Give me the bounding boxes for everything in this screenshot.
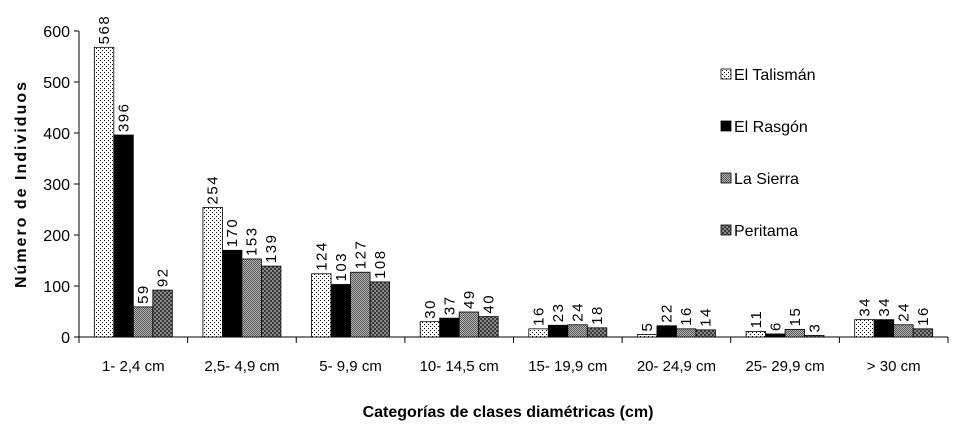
bar xyxy=(656,325,677,338)
data-label: 16 xyxy=(531,306,548,326)
legend: El Talismán El Rasgón La Sierra Peritama xyxy=(720,67,816,240)
data-label: 254 xyxy=(205,175,222,205)
bar xyxy=(311,273,332,338)
y-tick-label: 600 xyxy=(43,24,70,41)
data-label: 23 xyxy=(550,303,567,323)
y-tick-label: 300 xyxy=(43,177,70,194)
legend-swatch xyxy=(720,120,732,132)
data-label: 24 xyxy=(895,302,912,322)
bar xyxy=(330,284,351,338)
x-tick-label: 1- 2,4 cm xyxy=(102,358,165,375)
y-tick-label: 0 xyxy=(61,330,70,347)
data-label: 34 xyxy=(876,297,893,317)
legend-swatch xyxy=(720,172,732,184)
bar xyxy=(478,316,499,338)
bar xyxy=(528,328,549,338)
x-axis-title: Categorías de clases diamétricas (cm) xyxy=(363,404,654,421)
bar xyxy=(873,319,895,338)
bar xyxy=(893,324,914,338)
bar xyxy=(676,328,697,338)
bar xyxy=(152,289,173,338)
legend-swatch xyxy=(720,68,732,80)
legend-swatch xyxy=(720,224,732,236)
bars xyxy=(93,46,934,338)
bar xyxy=(113,134,134,338)
y-ticks: 0 100 200 300 400 500 600 xyxy=(43,24,79,347)
y-tick-label: 400 xyxy=(43,126,70,143)
data-label: 11 xyxy=(748,310,765,329)
x-tick-label: > 30 cm xyxy=(867,358,921,375)
data-label: 49 xyxy=(461,289,478,309)
x-ticks: 1- 2,4 cm 2,5- 4,9 cm 5- 9,9 cm 10- 14,5 cm… xyxy=(78,337,949,375)
y-axis-title: Número de Individuos xyxy=(13,80,30,288)
data-label: 40 xyxy=(480,294,497,314)
bar xyxy=(567,324,588,338)
bar xyxy=(804,335,825,338)
bar xyxy=(439,317,460,338)
data-label: 16 xyxy=(678,306,695,326)
data-label: 153 xyxy=(244,226,261,256)
y-tick-label: 100 xyxy=(43,279,70,296)
bar xyxy=(912,328,934,338)
x-tick-label: 20- 24,9 cm xyxy=(637,358,716,375)
x-tick-label: 25- 29,9 cm xyxy=(745,358,824,375)
bar xyxy=(419,321,441,338)
bar xyxy=(369,281,390,338)
bar xyxy=(93,46,115,338)
data-label: 37 xyxy=(441,295,458,315)
data-label: 5 xyxy=(639,322,656,332)
x-tick-label: 15- 19,9 cm xyxy=(528,358,607,375)
bar xyxy=(132,306,154,338)
data-label: 22 xyxy=(659,303,676,323)
x-tick-label: 5- 9,9 cm xyxy=(319,358,382,375)
x-tick-label: 2,5- 4,9 cm xyxy=(204,358,279,375)
bar xyxy=(637,334,658,338)
legend-label: La Sierra xyxy=(734,171,799,188)
data-label: 18 xyxy=(589,305,606,325)
bar xyxy=(261,265,282,338)
data-label: 34 xyxy=(856,297,873,317)
y-tick-label: 500 xyxy=(43,75,70,92)
data-label: 30 xyxy=(422,299,439,319)
data-label: 6 xyxy=(767,321,784,331)
data-label: 124 xyxy=(313,241,330,271)
data-label: 59 xyxy=(135,284,152,304)
bar xyxy=(350,271,371,338)
y-tick-label: 200 xyxy=(43,228,70,245)
legend-label: El Rasgón xyxy=(734,119,808,136)
data-label: 3 xyxy=(806,323,823,333)
data-label: 14 xyxy=(698,307,715,327)
bar xyxy=(547,324,569,338)
bar xyxy=(784,328,805,338)
bar xyxy=(854,319,875,338)
data-label: 92 xyxy=(155,267,172,287)
x-tick-label: 10- 14,5 cm xyxy=(420,358,499,375)
bar xyxy=(222,249,243,338)
data-label: 15 xyxy=(787,307,804,327)
bar xyxy=(695,329,716,338)
bar xyxy=(765,333,786,338)
data-label: 24 xyxy=(570,302,587,322)
legend-label: El Talismán xyxy=(734,67,816,84)
bar xyxy=(458,311,480,338)
data-label: 127 xyxy=(352,240,369,270)
bar xyxy=(241,258,262,338)
data-label: 103 xyxy=(333,252,350,282)
bar xyxy=(586,327,608,338)
data-label: 16 xyxy=(915,306,932,326)
data-label: 139 xyxy=(263,234,280,264)
data-label: 108 xyxy=(372,249,389,279)
data-label: 568 xyxy=(96,15,113,45)
legend-label: Peritama xyxy=(734,223,798,240)
bar xyxy=(202,207,223,338)
data-label: 170 xyxy=(224,218,241,248)
bar xyxy=(745,330,766,338)
data-label: 396 xyxy=(116,103,133,133)
